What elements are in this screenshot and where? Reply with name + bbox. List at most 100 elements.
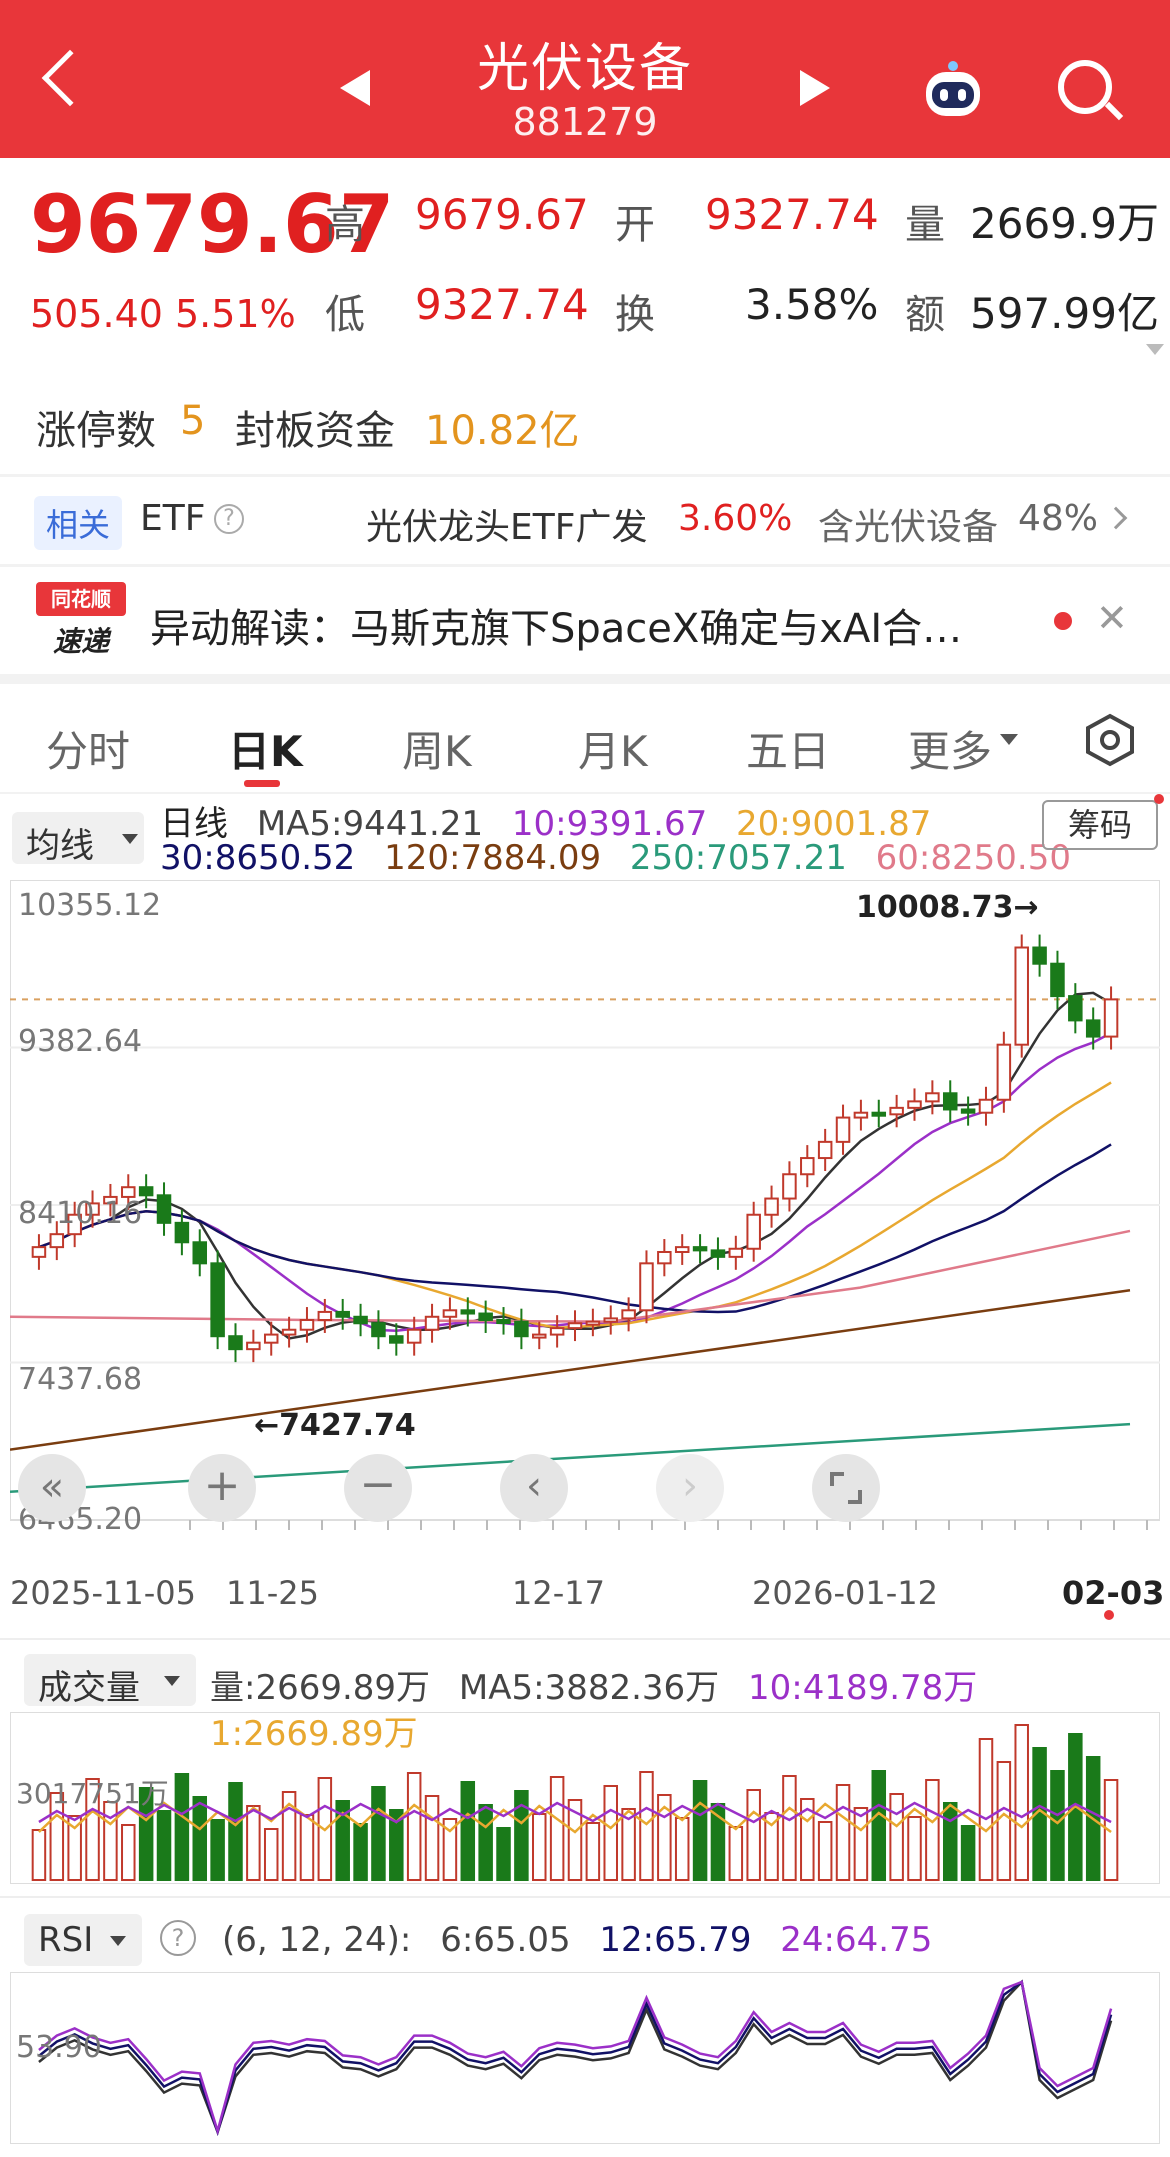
candle: [317, 1310, 333, 1322]
volume-value: 2669.9万: [970, 199, 1159, 248]
candle: [263, 1333, 279, 1344]
ma5-value: MA5:9441.21: [256, 804, 484, 844]
turnover-label: 换: [615, 292, 655, 338]
rewind-icon[interactable]: «: [18, 1454, 86, 1522]
candle: [728, 1247, 744, 1258]
rsi-help-icon[interactable]: ?: [160, 1920, 196, 1956]
volume-bar: [746, 1789, 761, 1881]
candle: [85, 1202, 100, 1216]
candle: [174, 1221, 190, 1244]
volume-bar: [424, 1795, 440, 1881]
volume-bar: [674, 1817, 690, 1881]
candle: [103, 1195, 118, 1205]
tab-more[interactable]: 更多: [908, 727, 993, 776]
volume-chart[interactable]: [10, 1712, 1160, 1884]
candle: [49, 1233, 65, 1249]
candle: [978, 1098, 994, 1114]
volume-bar: [442, 1818, 458, 1881]
candle: [907, 1100, 922, 1109]
volume-bar: [49, 1792, 65, 1881]
dropdown-caret-icon: [122, 834, 138, 844]
volume-bar: [389, 1809, 404, 1881]
notice-dot-icon: [1154, 794, 1164, 804]
close-icon[interactable]: ✕: [1096, 596, 1128, 640]
ma-selector[interactable]: 均线: [12, 812, 144, 866]
tab-daily-k[interactable]: 日K: [228, 727, 303, 776]
candle: [639, 1262, 654, 1312]
scroll-left-icon[interactable]: ‹: [500, 1454, 568, 1522]
volume-bar: [371, 1786, 386, 1881]
rsi-legend: (6, 12, 24): 6:65.05 12:65.79 24:64.75: [222, 1920, 932, 1960]
ma30-line: [38, 1143, 1112, 1314]
ma20-value: 20:9001.87: [736, 804, 932, 844]
rsi-selector[interactable]: RSI: [24, 1914, 142, 1966]
robot-assistant-icon[interactable]: [920, 56, 986, 122]
k-line-chart[interactable]: [10, 880, 1160, 1560]
zoom-in-icon[interactable]: +: [188, 1454, 256, 1522]
search-icon[interactable]: [1058, 60, 1112, 114]
candle: [960, 1108, 976, 1114]
divider: [0, 564, 1170, 567]
etf-hold-label: 含光伏设备: [818, 507, 999, 548]
volume-bar: [478, 1804, 493, 1881]
high-mark: 10008.73→: [856, 890, 1039, 925]
fullscreen-icon[interactable]: [812, 1454, 880, 1522]
volume-bar: [639, 1771, 654, 1881]
amount-value: 597.99亿: [970, 289, 1159, 338]
ma5-line: [38, 991, 1112, 1340]
candle: [228, 1335, 243, 1351]
zoom-out-icon[interactable]: −: [344, 1454, 412, 1522]
ma60-line: [10, 1229, 1131, 1323]
tab-monthly-k[interactable]: 月K: [578, 727, 648, 776]
candle: [1085, 1019, 1101, 1038]
high-value: 9679.67: [415, 190, 589, 239]
unread-dot-icon: [1054, 612, 1072, 630]
help-icon[interactable]: ?: [214, 504, 244, 534]
ma10-line: [38, 1031, 1112, 1332]
ma250-value: 250:7057.21: [629, 838, 847, 878]
volume-ma10-line: [38, 1801, 1112, 1824]
volume-bar: [728, 1826, 744, 1881]
rsi12-value: 12:65.79: [599, 1920, 752, 1960]
volume-label: 量: [905, 202, 945, 248]
ths-express-logo: 同花顺 速递: [36, 582, 126, 660]
news-headline[interactable]: 异动解读：马斯克旗下SpaceX确定与xAI合…: [150, 606, 963, 652]
chevron-right-icon[interactable]: [1104, 506, 1128, 530]
more-caret-icon: [1000, 734, 1018, 745]
tab-intraday[interactable]: 分时: [46, 727, 131, 776]
date-label-3: 12-17: [512, 1574, 605, 1612]
expand-caret-icon[interactable]: [1146, 344, 1164, 355]
volume-bar: [406, 1772, 422, 1881]
candle: [442, 1309, 458, 1318]
next-stock-icon[interactable]: [800, 70, 830, 106]
volume-bar: [907, 1816, 922, 1881]
rsi-chart[interactable]: [10, 1972, 1160, 2144]
prev-stock-icon[interactable]: [340, 70, 370, 106]
amount-label: 额: [905, 292, 945, 338]
etf-name[interactable]: 光伏龙头ETF广发: [366, 507, 648, 548]
candle: [460, 1309, 476, 1315]
ma250-line: [10, 1422, 1131, 1493]
candle: [925, 1092, 940, 1103]
rsi-line-2: [38, 1980, 1113, 2136]
volume-bar: [621, 1808, 636, 1881]
price-axis-3: 8410.16: [18, 1196, 143, 1231]
divider: [0, 474, 1170, 477]
settings-hex-icon[interactable]: [1082, 712, 1138, 768]
scroll-right-icon[interactable]: ›: [656, 1454, 724, 1522]
candle: [514, 1320, 529, 1338]
chip-button[interactable]: 筹码: [1042, 800, 1158, 850]
dropdown-caret-icon: [164, 1676, 180, 1686]
low-value: 9327.74: [415, 280, 589, 329]
candle: [156, 1194, 172, 1224]
candle: [281, 1328, 297, 1336]
tab-five-day[interactable]: 五日: [746, 727, 831, 776]
low-label: 低: [325, 292, 365, 338]
volume-selector[interactable]: 成交量: [24, 1654, 196, 1708]
open-value: 9327.74: [705, 190, 879, 239]
price-axis-max: 10355.12: [18, 888, 162, 923]
candle: [835, 1116, 851, 1143]
volume-bar: [121, 1824, 136, 1881]
tab-weekly-k[interactable]: 周K: [402, 727, 472, 776]
candle: [817, 1140, 833, 1160]
